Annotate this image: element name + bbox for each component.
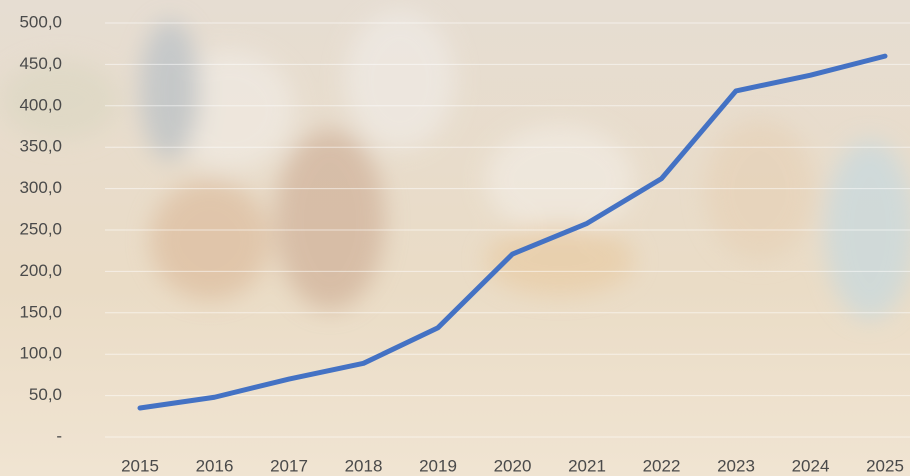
y-tick-label: 50,0 — [29, 385, 62, 404]
y-tick-label: 300,0 — [19, 178, 62, 197]
x-tick-label: 2015 — [121, 456, 159, 475]
y-tick-label: 100,0 — [19, 344, 62, 363]
y-tick-label: 450,0 — [19, 54, 62, 73]
y-tick-label: 350,0 — [19, 137, 62, 156]
y-tick-label: - — [56, 426, 62, 445]
x-tick-label: 2020 — [494, 456, 532, 475]
x-tick-label: 2025 — [866, 456, 904, 475]
y-tick-label: 150,0 — [19, 302, 62, 321]
x-tick-label: 2017 — [270, 456, 308, 475]
y-tick-label: 400,0 — [19, 95, 62, 114]
y-tick-label: 200,0 — [19, 261, 62, 280]
x-tick-label: 2021 — [568, 456, 606, 475]
x-tick-label: 2023 — [717, 456, 755, 475]
x-tick-label: 2019 — [419, 456, 457, 475]
y-tick-label: 250,0 — [19, 219, 62, 238]
x-tick-label: 2018 — [345, 456, 383, 475]
x-tick-label: 2022 — [643, 456, 681, 475]
background-photo — [0, 0, 910, 476]
y-tick-label: 500,0 — [19, 12, 62, 31]
x-tick-label: 2024 — [792, 456, 830, 475]
x-tick-label: 2016 — [196, 456, 234, 475]
chart: - 50,0 100,0 150,0 200,0 250,0 300,0 350,0 400,0… — [0, 0, 910, 476]
